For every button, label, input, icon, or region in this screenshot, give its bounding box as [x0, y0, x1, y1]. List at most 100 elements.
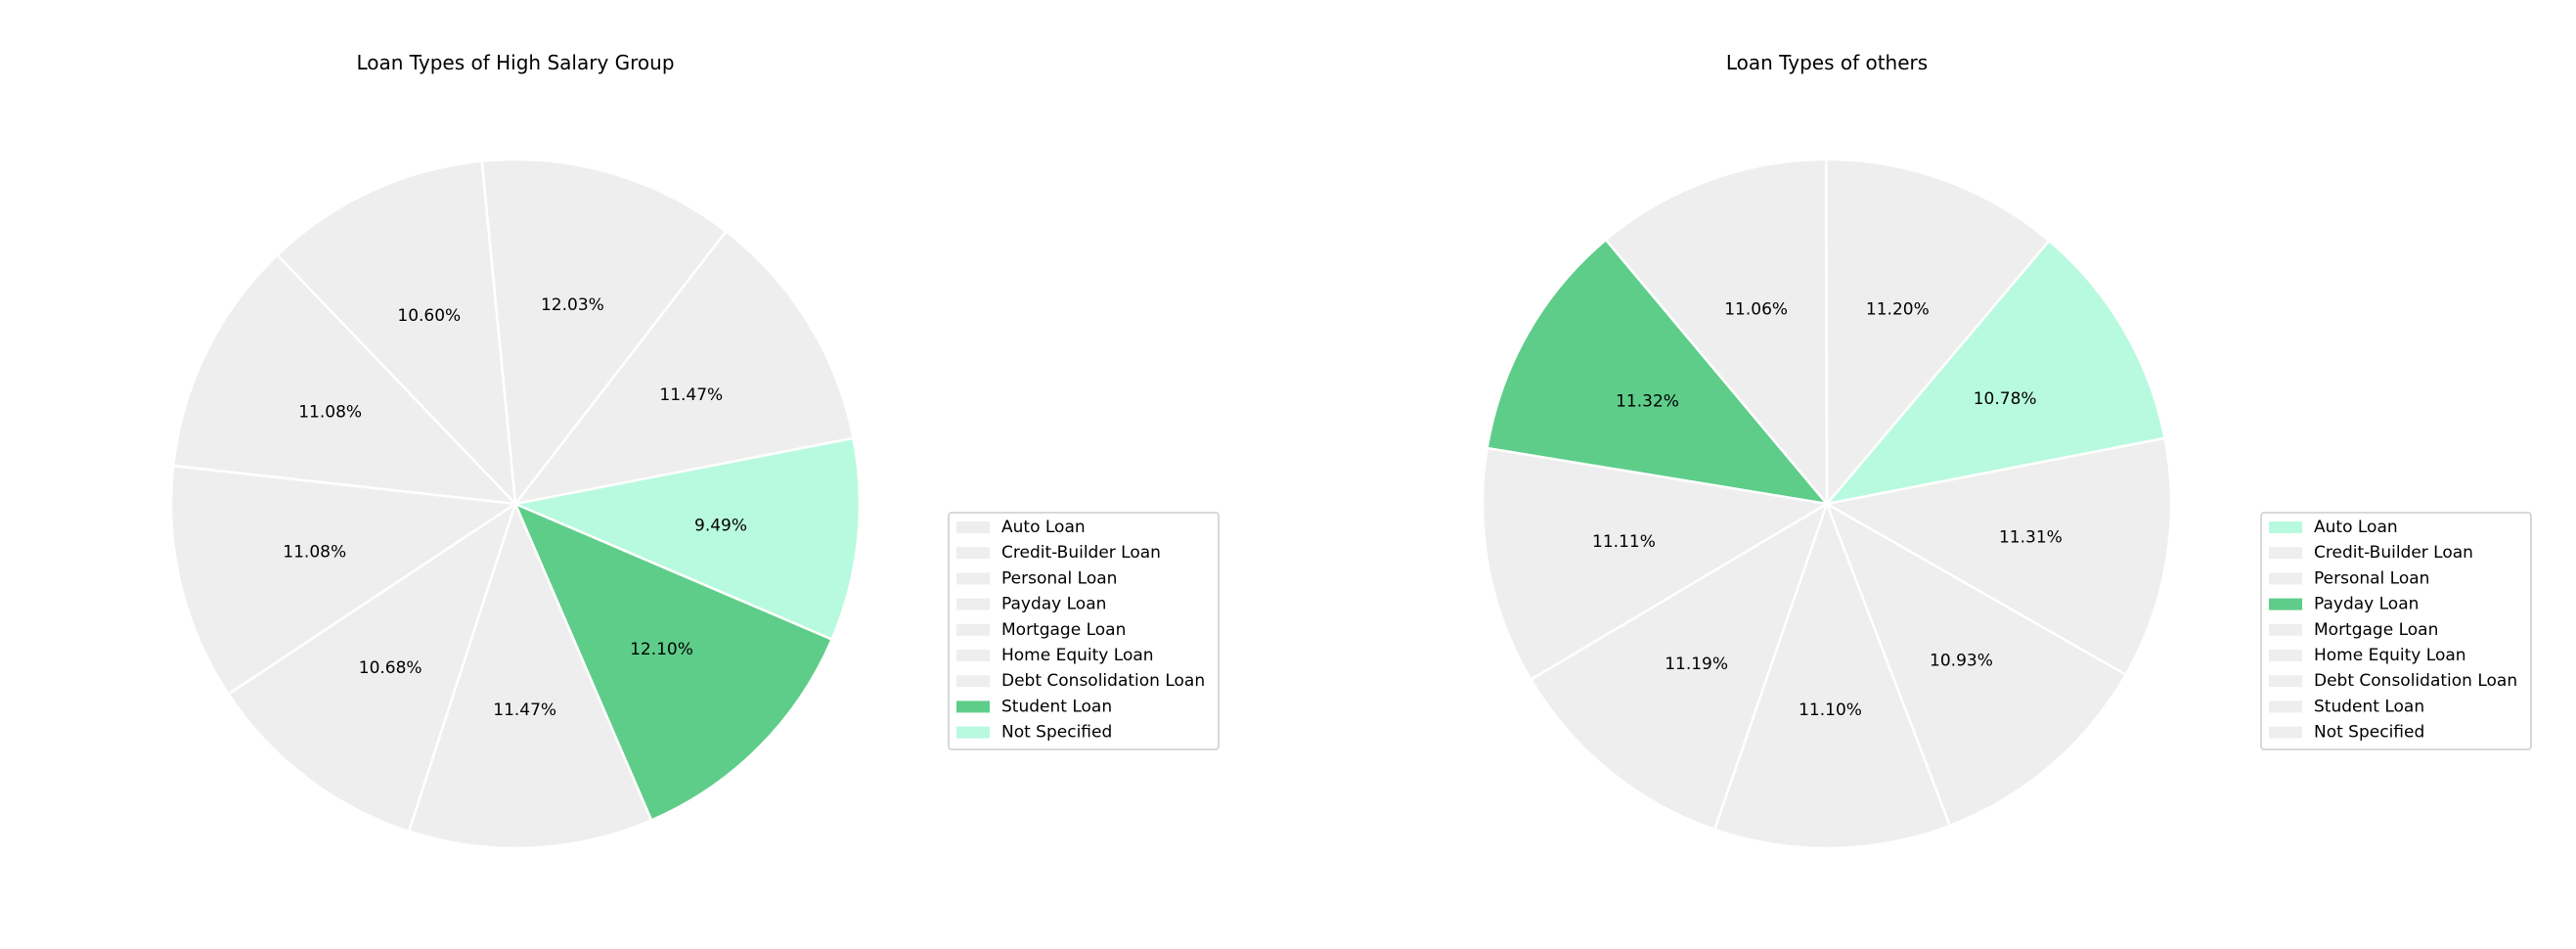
- legend-item-not-specified: Not Specified: [956, 723, 1112, 743]
- pie-slice-labels: 10.78% 11.20% 11.06% 11.32% 11.11% 11.19% 11.1…: [1592, 300, 2063, 721]
- legend-item-auto-loan: Auto Loan: [2269, 518, 2398, 537]
- pie-slice-personal-loan: [1604, 158, 1829, 506]
- legend-swatch: [956, 521, 990, 533]
- pie-slice-mortgage-loan: [169, 464, 517, 696]
- slice-label-not-specified: 11.31%: [1999, 527, 2063, 547]
- slice-label-debt-consolidation-loan: 11.10%: [1799, 700, 1862, 720]
- legend-label: Home Equity Loan: [2314, 646, 2466, 665]
- pie-slice-auto-loan: [513, 230, 855, 506]
- slice-label-mortgage-loan: 11.11%: [1592, 532, 1656, 552]
- pie-slice-not-specified: [513, 436, 862, 641]
- legend-item-personal-loan: Personal Loan: [956, 568, 1117, 588]
- legend-label: Not Specified: [1001, 723, 1112, 743]
- legend-swatch: [956, 547, 990, 560]
- pie-slice-student-loan: [513, 502, 833, 822]
- legend-swatch: [956, 650, 990, 661]
- slice-label-student-loan: 10.93%: [1930, 651, 1993, 670]
- legend-swatch: [2269, 650, 2302, 661]
- legend-item-mortgage-loan: Mortgage Loan: [956, 620, 1126, 640]
- legend-label: Personal Loan: [2314, 568, 2429, 588]
- legend-label: Student Loan: [1001, 697, 1112, 716]
- pie-slice-student-loan: [1825, 502, 2127, 828]
- pie-slice-credit-builder-loan: [1824, 158, 2051, 506]
- legend-swatch: [2269, 572, 2302, 585]
- legend-entries: Auto Loan Credit-Builder Loan Personal Loa…: [2269, 518, 2517, 743]
- legend-swatch: [956, 572, 990, 585]
- legend-item-debt-consolidation-loan: Debt Consolidation Loan: [2269, 671, 2517, 691]
- legend-swatch: [2269, 675, 2302, 688]
- legend-item-payday-loan: Payday Loan: [2269, 595, 2419, 614]
- legend-swatch: [956, 675, 990, 688]
- legend-swatch: [956, 700, 990, 713]
- legend-swatch: [2269, 700, 2302, 713]
- pie-slice-not-specified: [1825, 436, 2173, 676]
- legend-item-credit-builder-loan: Credit-Builder Loan: [2269, 543, 2473, 563]
- legend-label: Auto Loan: [2314, 518, 2398, 537]
- legend-swatch: [2269, 598, 2302, 610]
- pie-slices: [169, 158, 862, 850]
- slice-label-personal-loan: 11.06%: [1724, 300, 1788, 320]
- legend-entries: Auto Loan Credit-Builder Loan Personal Loa…: [956, 518, 1205, 743]
- slice-label-home-equity-loan: 10.68%: [359, 658, 422, 678]
- legend-frame: [948, 512, 1220, 750]
- legend-swatch: [2269, 521, 2302, 533]
- legend-item-home-equity-loan: Home Equity Loan: [956, 646, 1154, 665]
- pie-slice-payday-loan: [171, 253, 517, 506]
- pie-slices: [1481, 158, 2173, 850]
- pie-slice-credit-builder-loan: [480, 158, 728, 506]
- slice-label-credit-builder-loan: 11.20%: [1866, 300, 1930, 320]
- legend-item-mortgage-loan: Mortgage Loan: [2269, 620, 2438, 640]
- pie-slice-debt-consolidation-loan: [407, 502, 653, 850]
- legend-item-personal-loan: Personal Loan: [2269, 568, 2429, 588]
- legend-label: Not Specified: [2314, 723, 2424, 743]
- slice-label-student-loan: 12.10%: [630, 640, 693, 659]
- pie-slice-mortgage-loan: [1481, 446, 1829, 681]
- legend-item-student-loan: Student Loan: [2269, 697, 2424, 716]
- legend: Auto Loan Credit-Builder Loan Personal Loa…: [2260, 512, 2532, 750]
- legend-label: Mortgage Loan: [2314, 620, 2438, 640]
- slice-label-auto-loan: 10.78%: [1974, 389, 2037, 409]
- chart-title: Loan Types of others: [1726, 51, 1928, 74]
- slice-label-auto-loan: 11.47%: [659, 385, 723, 405]
- legend-swatch: [2269, 726, 2302, 739]
- legend-label: Payday Loan: [1001, 595, 1106, 614]
- pie-slice-debt-consolidation-loan: [1713, 502, 1952, 850]
- chart-title: Loan Types of High Salary Group: [356, 51, 674, 74]
- slice-label-debt-consolidation-loan: 11.47%: [493, 700, 556, 720]
- legend-item-debt-consolidation-loan: Debt Consolidation Loan: [956, 671, 1205, 691]
- legend-swatch: [2269, 623, 2302, 636]
- legend-item-payday-loan: Payday Loan: [956, 595, 1106, 614]
- slice-label-payday-loan: 11.32%: [1616, 391, 1679, 411]
- pie-slice-auto-loan: [1825, 239, 2166, 506]
- legend-label: Home Equity Loan: [1001, 646, 1154, 665]
- legend-label: Payday Loan: [2314, 595, 2419, 614]
- legend-frame: [2260, 512, 2532, 750]
- legend-label: Debt Consolidation Loan: [2314, 671, 2517, 691]
- legend-item-auto-loan: Auto Loan: [956, 518, 1086, 537]
- slice-label-credit-builder-loan: 12.03%: [541, 295, 604, 315]
- legend-swatch: [956, 623, 990, 636]
- slice-label-mortgage-loan: 11.08%: [283, 543, 346, 563]
- pie-chart-high-salary: Loan Types of High Salary Group 11.47% 12…: [169, 51, 1220, 850]
- legend-swatch: [2269, 547, 2302, 560]
- legend-label: Mortgage Loan: [1001, 620, 1126, 640]
- pie-slice-home-equity-loan: [227, 502, 517, 833]
- legend-item-student-loan: Student Loan: [956, 697, 1112, 716]
- slice-label-personal-loan: 10.60%: [397, 306, 461, 326]
- legend-item-credit-builder-loan: Credit-Builder Loan: [956, 543, 1161, 563]
- legend-item-not-specified: Not Specified: [2269, 723, 2424, 743]
- pie-slice-home-equity-loan: [1530, 502, 1829, 832]
- legend-label: Debt Consolidation Loan: [1001, 671, 1205, 691]
- legend-label: Credit-Builder Loan: [2314, 543, 2473, 563]
- legend-label: Student Loan: [2314, 697, 2424, 716]
- legend: Auto Loan Credit-Builder Loan Personal Loa…: [948, 512, 1220, 750]
- legend-label: Auto Loan: [1001, 518, 1086, 537]
- legend-label: Credit-Builder Loan: [1001, 543, 1161, 563]
- pie-slice-personal-loan: [276, 159, 517, 506]
- legend-swatch: [956, 598, 990, 610]
- pie-slice-payday-loan: [1486, 238, 1829, 506]
- slice-label-home-equity-loan: 11.19%: [1665, 655, 1728, 674]
- pie-slice-labels: 11.47% 12.03% 10.60% 11.08% 11.08% 10.68% 11.4…: [283, 295, 747, 720]
- slice-label-payday-loan: 11.08%: [298, 402, 362, 422]
